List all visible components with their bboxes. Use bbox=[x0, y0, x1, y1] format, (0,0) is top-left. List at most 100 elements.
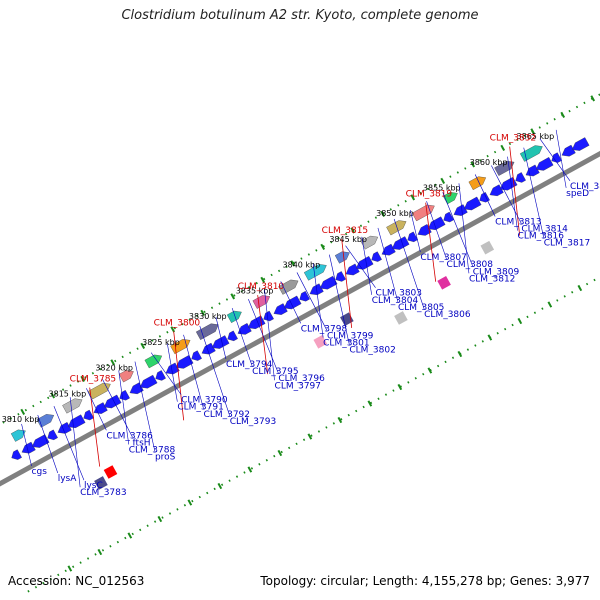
gene-arrow-shape bbox=[227, 330, 238, 342]
inner-major-tick bbox=[410, 194, 416, 201]
gene-arrow bbox=[371, 251, 382, 262]
red-gene-label: CLM_3819 bbox=[406, 190, 453, 200]
genome-backbone bbox=[0, 150, 600, 487]
blue-leader-line bbox=[248, 299, 279, 374]
blue-gene-label: CLM_3799 bbox=[327, 331, 374, 341]
outer-major-tick bbox=[337, 416, 343, 424]
colored-gene-block-shape bbox=[226, 310, 242, 323]
blue-gene-label: CLM_3801 bbox=[323, 339, 369, 349]
kbp-tick-label: 3820 kbp bbox=[95, 364, 133, 373]
blue-gene-label: CLM_3806 bbox=[424, 310, 471, 320]
blue-gene-label: cgs bbox=[32, 467, 48, 477]
kbp-tick-label: 3840 kbp bbox=[283, 261, 321, 270]
inner-major-tick bbox=[200, 309, 206, 316]
inner-major-tick bbox=[80, 375, 86, 382]
colored-gene-block bbox=[519, 145, 543, 162]
blue-gene-label: CLM_3791 bbox=[177, 403, 223, 413]
gene-arrow-shape bbox=[499, 176, 518, 191]
inner-major-tick bbox=[20, 408, 26, 415]
gene-arrow-shape bbox=[47, 429, 58, 441]
outer-major-tick bbox=[127, 532, 133, 539]
colored-gene-block bbox=[468, 176, 487, 191]
colored-gene-block bbox=[62, 398, 83, 414]
outer-major-tick bbox=[577, 284, 583, 292]
blue-gene-label: CLM_3786 bbox=[106, 431, 153, 441]
blue-leader-line bbox=[345, 245, 376, 288]
gene-arrow-shape bbox=[463, 196, 482, 211]
inner-major-tick bbox=[230, 293, 236, 300]
blue-leader-line bbox=[37, 414, 59, 474]
gene-arrow bbox=[427, 216, 446, 231]
outer-feature bbox=[313, 335, 328, 349]
gene-arrow bbox=[535, 157, 554, 171]
gene-arrow-shape bbox=[391, 236, 410, 250]
kbp-tick-label: 3845 kbp bbox=[329, 235, 367, 244]
blue-leader-line bbox=[199, 325, 231, 416]
inner-major-tick bbox=[500, 144, 506, 151]
kbp-tick-label: 3850 kbp bbox=[376, 209, 414, 218]
outer-major-tick bbox=[157, 515, 163, 523]
colored-gene-block-shape bbox=[62, 398, 83, 414]
gene-arrow-shape bbox=[407, 231, 418, 243]
blue-gene-label: CLM_3816 bbox=[518, 232, 565, 242]
kbp-tick-label: 3855 kbp bbox=[423, 184, 461, 193]
gene-arrow bbox=[67, 414, 86, 429]
kbp-tick-label: 3815 kbp bbox=[49, 389, 87, 398]
outer-major-tick bbox=[547, 301, 553, 308]
blue-gene-label: CLM_3804 bbox=[372, 296, 419, 306]
outer-major-tick bbox=[307, 433, 313, 440]
colored-gene-block-shape bbox=[10, 429, 26, 442]
outer-major-tick bbox=[67, 565, 73, 572]
blue-leader-line bbox=[150, 352, 182, 395]
colored-gene-block bbox=[144, 354, 163, 369]
outer-major-tick bbox=[277, 449, 283, 457]
outer-feature bbox=[103, 465, 118, 479]
blue-leader-line bbox=[442, 192, 474, 267]
colored-gene-block bbox=[278, 279, 299, 295]
outer-major-tick bbox=[427, 367, 433, 374]
inner-major-tick bbox=[470, 161, 476, 168]
inner-major-tick bbox=[290, 260, 296, 267]
red-gene-label: CLM_3815 bbox=[322, 226, 368, 236]
blue-leader-line bbox=[377, 227, 399, 302]
colored-gene-block bbox=[36, 414, 55, 428]
outer-major-tick bbox=[487, 334, 493, 341]
blue-leader-line bbox=[410, 210, 421, 253]
colored-gene-block bbox=[170, 339, 191, 355]
gene-arrow-shape bbox=[211, 335, 230, 349]
outer-major-tick bbox=[367, 400, 373, 407]
colored-gene-block-shape bbox=[519, 145, 543, 162]
kbp-tick-label: 3830 kbp bbox=[189, 312, 227, 321]
colored-gene-block bbox=[10, 429, 26, 442]
accession-text: Accession: NC_012563 bbox=[8, 574, 145, 588]
gene-arrow bbox=[391, 236, 410, 250]
blue-leader-line bbox=[183, 334, 204, 409]
gene-arrow bbox=[443, 211, 454, 223]
red-gene-label: CLM_3785 bbox=[70, 375, 116, 385]
gene-arrow-shape bbox=[299, 291, 310, 302]
blue-leader-line bbox=[523, 147, 545, 238]
colored-gene-block bbox=[386, 220, 407, 236]
blue-gene-label: CLM_3814 bbox=[521, 225, 568, 235]
gene-arrow bbox=[335, 271, 346, 282]
gene-arrow-shape bbox=[335, 271, 346, 282]
colored-gene-block-shape bbox=[468, 176, 487, 191]
kbp-tick-label: 3865 kbp bbox=[517, 132, 555, 141]
inner-major-tick bbox=[530, 128, 536, 135]
blue-gene-label: CLM_3802 bbox=[349, 346, 395, 356]
blue-gene-label: CLM_3817 bbox=[544, 239, 590, 249]
kbp-tick-label: 3835 kbp bbox=[236, 286, 274, 295]
gene-arrow-shape bbox=[283, 295, 302, 310]
inner-major-tick bbox=[320, 243, 326, 250]
blue-gene-label: CLM_3795 bbox=[252, 367, 298, 377]
blue-gene-label: CLM_3808 bbox=[447, 260, 494, 270]
blue-gene-label: CLM_3797 bbox=[275, 381, 321, 391]
gene-arrow-shape bbox=[443, 211, 454, 223]
gene-arrow-shape bbox=[103, 394, 122, 409]
gene-arrow-shape bbox=[155, 370, 166, 381]
blue-leader-line bbox=[21, 423, 32, 466]
gene-arrow-shape bbox=[571, 137, 590, 151]
inner-major-tick bbox=[110, 359, 116, 366]
blue-gene-label: CLM_3790 bbox=[181, 396, 228, 406]
